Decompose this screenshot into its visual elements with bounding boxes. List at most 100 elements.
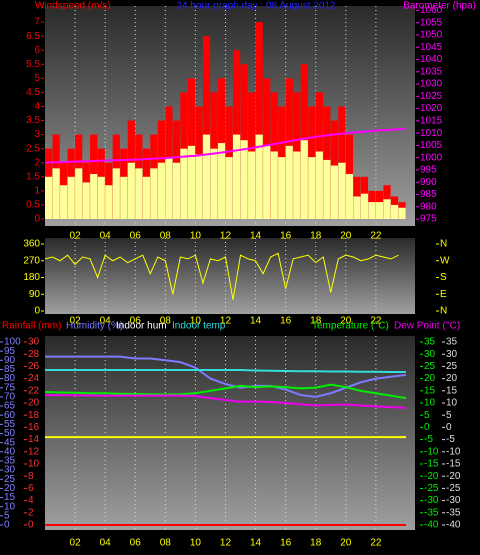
y-tick-label: 30 xyxy=(28,337,40,348)
y-tick-label: 995 xyxy=(420,165,437,176)
wind-bar xyxy=(255,134,263,219)
wind-bar xyxy=(157,162,166,219)
wind-bar xyxy=(75,168,83,219)
y-tick-label: 90 xyxy=(29,289,41,300)
y-tick-label: 2.5 xyxy=(26,143,40,154)
legend-label: Dew Point (°C) xyxy=(394,321,460,332)
y-tick-label: 10 xyxy=(28,459,40,470)
y-tick-label: 50 xyxy=(4,428,16,439)
y-tick-label: 0 xyxy=(34,214,40,225)
y-tick-label: -35 xyxy=(446,507,461,518)
y-tick-label: -5 xyxy=(446,434,455,445)
x-tick-label: 14 xyxy=(250,538,262,549)
y-tick-label: 26 xyxy=(28,361,40,372)
y-tick-label: 95 xyxy=(4,346,16,357)
wind-bar xyxy=(165,157,173,219)
wind-bar xyxy=(398,207,406,219)
wind-bar xyxy=(300,140,308,219)
plot-area xyxy=(45,336,415,530)
y-tick-label: 90 xyxy=(4,355,16,366)
y-tick-label: 360 xyxy=(23,239,40,250)
wind-bar xyxy=(263,145,271,219)
y-tick-label: 35 xyxy=(446,337,458,348)
x-tick-label: 08 xyxy=(160,316,172,327)
wind-bar xyxy=(60,185,68,219)
y-tick-label: -10 xyxy=(446,446,461,457)
y-tick-label: 2 xyxy=(28,507,34,518)
series-line xyxy=(44,127,407,164)
x-tick-label: 04 xyxy=(100,538,112,549)
x-tick-label: 20 xyxy=(340,316,352,327)
x-tick-label: 22 xyxy=(370,316,382,327)
plot-area xyxy=(45,238,415,314)
y-tick-label: -10 xyxy=(424,446,439,457)
wind-bar xyxy=(330,165,338,219)
y-axis-title: Windspeed (m/s) xyxy=(35,1,111,12)
wind-bar xyxy=(390,204,399,219)
y-tick-label: 4 xyxy=(34,101,40,112)
y-tick-label: 20 xyxy=(28,398,40,409)
y-tick-label: 0 xyxy=(28,520,34,531)
wind-bar xyxy=(270,151,278,219)
wind-bar xyxy=(127,162,135,219)
y-tick-label: 60 xyxy=(4,410,16,421)
y-tick-label: -30 xyxy=(424,495,439,506)
wind-bar xyxy=(142,176,150,219)
wind-bar xyxy=(82,182,90,219)
x-tick-label: 22 xyxy=(370,538,382,549)
y-tick-label: 18 xyxy=(28,410,40,421)
wind-bar xyxy=(240,140,248,219)
legend-label: Temperature (°C) xyxy=(312,321,389,332)
y-tick-label: 5 xyxy=(446,410,452,421)
wind-bar xyxy=(97,176,105,219)
x-tick-label: 06 xyxy=(130,231,142,242)
wind-bar xyxy=(210,148,218,219)
wind-bar xyxy=(67,176,75,219)
legend-label: Indoor temp xyxy=(172,321,226,332)
x-tick-label: 18 xyxy=(310,231,322,242)
y-tick-label: 4.5 xyxy=(26,87,40,98)
y-tick-label: 1.5 xyxy=(26,171,40,182)
y-tick-label: S xyxy=(440,272,447,283)
x-tick-label: 06 xyxy=(130,316,142,327)
y-tick-label: -15 xyxy=(424,459,439,470)
y-tick-label: 10 xyxy=(446,398,458,409)
x-tick-label: 16 xyxy=(280,231,292,242)
series-line xyxy=(45,369,406,374)
wind-bar xyxy=(278,157,286,219)
y-tick-label: -30 xyxy=(446,495,461,506)
wind-bar xyxy=(360,193,369,219)
y-tick-label: 100 xyxy=(4,337,21,348)
y-tick-label: 12 xyxy=(28,446,40,457)
y-tick-label: 2 xyxy=(34,157,40,168)
y-tick-label: 30 xyxy=(424,349,436,360)
y-tick-label: 25 xyxy=(446,361,458,372)
y-tick-label: 10 xyxy=(424,398,436,409)
x-tick-label: 18 xyxy=(310,538,322,549)
wind-bar xyxy=(293,151,301,219)
wind-bar xyxy=(338,162,346,219)
y-tick-label: N xyxy=(440,239,447,250)
y-tick-label: 1 xyxy=(34,186,40,197)
y-tick-label: -5 xyxy=(424,434,433,445)
y-tick-label: 30 xyxy=(446,349,458,360)
y-tick-label: 20 xyxy=(424,373,436,384)
y-tick-label: 0 xyxy=(446,422,452,433)
y-tick-label: 85 xyxy=(4,364,16,375)
y-tick-label: 55 xyxy=(4,419,16,430)
wind-bar xyxy=(285,145,293,219)
wind-bar xyxy=(233,134,241,219)
y-tick-label: 5.5 xyxy=(26,59,40,70)
x-tick-label: 18 xyxy=(310,316,322,327)
y-tick-label: 1030 xyxy=(420,79,443,90)
y-tick-label: 15 xyxy=(4,492,16,503)
series-line xyxy=(44,383,407,400)
wind-bar xyxy=(375,202,384,219)
y-tick-label: 28 xyxy=(28,349,40,360)
wind-bar xyxy=(345,173,354,219)
x-tick-label: 08 xyxy=(160,538,172,549)
legend-label: Indoor hum xyxy=(116,321,167,332)
y-tick-label: 1035 xyxy=(420,66,443,77)
y-tick-label: 1055 xyxy=(420,17,443,28)
